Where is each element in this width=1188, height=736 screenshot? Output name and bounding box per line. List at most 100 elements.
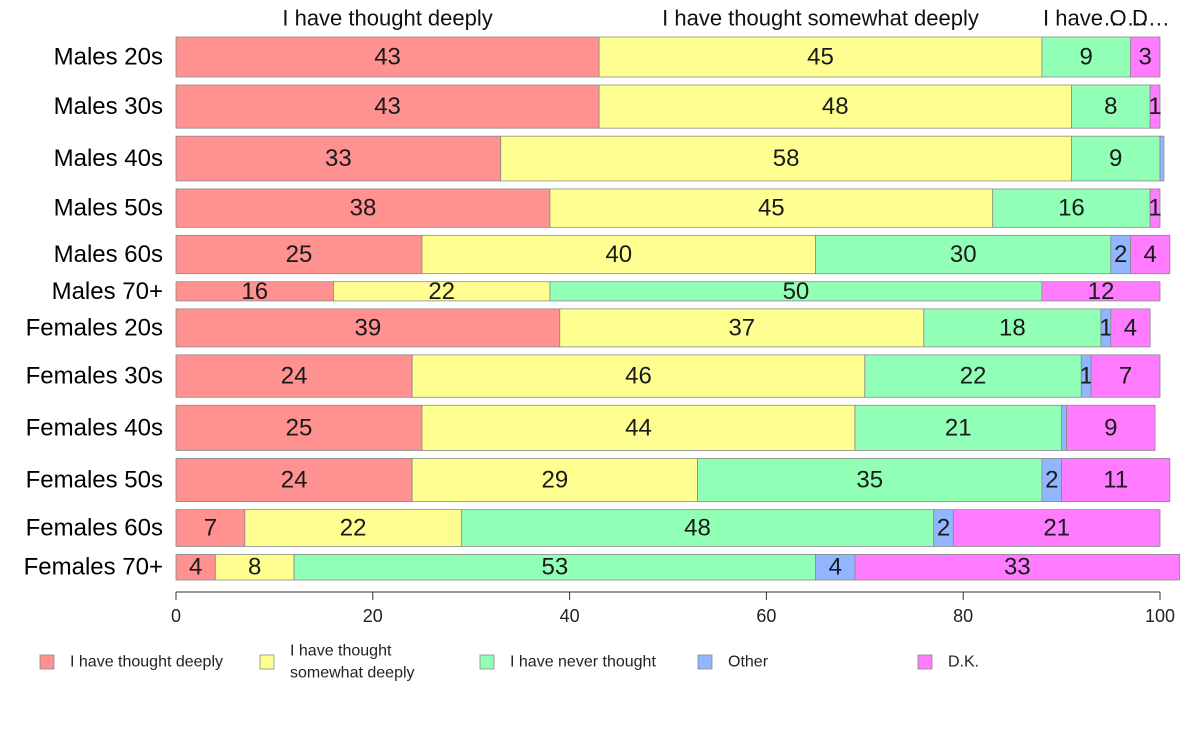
bar-value-label: 39 [355,314,382,341]
bar-segment [244,509,462,547]
legend-label: I have thought deeply [70,654,223,671]
bar-segment [175,458,413,503]
bar-segment [598,36,1043,78]
bar-value-label: 22 [340,515,367,542]
bar-segment [1061,404,1067,451]
bar-segment [175,135,502,182]
series-top-label: O… [1109,6,1148,31]
bar-segment [1041,36,1131,78]
bar-value-label: 48 [684,515,711,542]
bar-segment [1130,36,1161,78]
category-label: Males 70+ [52,278,163,305]
bar-value-label: 24 [281,363,308,390]
category-label: Females 60s [26,515,163,542]
category-label: Females 70+ [24,554,163,581]
category-label: Males 60s [54,241,163,268]
x-tick-label: 20 [363,606,383,626]
category-label: Males 50s [54,195,163,222]
bar-value-label: 2 [1045,467,1058,494]
bar-segment [1071,84,1151,129]
bar-segment [815,554,856,581]
bar-value-label: 8 [1104,93,1117,120]
bar-value-label: 38 [350,195,377,222]
bar-value-label: 22 [428,278,455,305]
x-tick-label: 60 [756,606,776,626]
bar-value-label: 29 [541,467,568,494]
category-label: Males 20s [54,43,163,70]
x-tick-label: 100 [1145,606,1175,626]
bar-value-label: 2 [1114,241,1127,268]
bar-value-label: 25 [286,241,313,268]
bar-value-label: 4 [829,554,842,581]
bar-value-label: 33 [325,145,352,172]
bar-segment [460,509,935,547]
bar-segment [854,554,1181,581]
legend-swatch [39,654,55,670]
bar-segment [175,354,413,398]
x-tick-label: 40 [560,606,580,626]
legend-label: I have thought [290,643,392,660]
bar-value-label: 37 [728,314,755,341]
bar-segment [175,36,600,78]
bar-value-label: 22 [960,363,987,390]
legend-swatch [697,654,713,670]
bar-segment [175,509,246,547]
bar-segment [411,354,866,398]
category-label: Males 30s [54,93,163,120]
category-label: Females 30s [26,363,163,390]
bar-value-label: 1 [1099,314,1112,341]
legend-swatch [917,654,933,670]
series-top-label: I have… [1043,6,1125,31]
bar-segment [854,404,1063,451]
bar-segment [1061,458,1171,503]
bar-value-label: 48 [822,93,849,120]
bar-segment [1149,188,1161,228]
bar-value-label: 21 [945,414,972,441]
bar-value-label: 3 [1139,43,1152,70]
legend-swatch [479,654,495,670]
bar-segment [1110,308,1151,348]
category-label: Females 20s [26,314,163,341]
bar-value-label: 25 [286,414,313,441]
bar-segment [175,404,423,451]
bar-value-label: 11 [1103,467,1128,494]
bar-value-label: 4 [189,554,202,581]
bar-value-label: 30 [950,241,977,268]
bar-value-label: 46 [625,363,652,390]
bar-segment [175,554,216,581]
bar-value-label: 1 [1080,363,1093,390]
bar-segment [421,404,856,451]
bar-segment [175,84,600,129]
bar-segment [549,188,994,228]
bar-value-label: 18 [999,314,1026,341]
bar-value-label: 33 [1004,554,1031,581]
x-tick-label: 80 [953,606,973,626]
category-label: Females 40s [26,414,163,441]
bar-value-label: 45 [758,195,785,222]
bar-value-label: 1 [1148,93,1161,120]
bar-value-label: 44 [625,414,652,441]
bar-segment [1071,135,1161,182]
series-top-label: I have thought somewhat deeply [662,6,979,31]
bar-value-label: 43 [374,43,401,70]
bar-segment [175,308,561,348]
bar-segment [1149,84,1161,129]
bar-value-label: 12 [1088,278,1115,305]
bar-value-label: 9 [1080,43,1093,70]
bar-segment [175,188,551,228]
bar-value-label: 43 [374,93,401,120]
bar-segment [815,234,1112,275]
series-top-label: D… [1132,6,1170,31]
bar-value-label: 9 [1104,414,1117,441]
category-label: Females 50s [26,467,163,494]
bar-value-label: 4 [1143,241,1156,268]
bar-value-label: 7 [204,515,217,542]
bar-segment [1090,354,1161,398]
bar-value-label: 16 [1058,195,1085,222]
bar-value-label: 21 [1043,515,1070,542]
bar-segment [864,354,1082,398]
bar-segment [1066,404,1156,451]
bar-value-label: 40 [605,241,632,268]
bar-value-label: 35 [856,467,883,494]
